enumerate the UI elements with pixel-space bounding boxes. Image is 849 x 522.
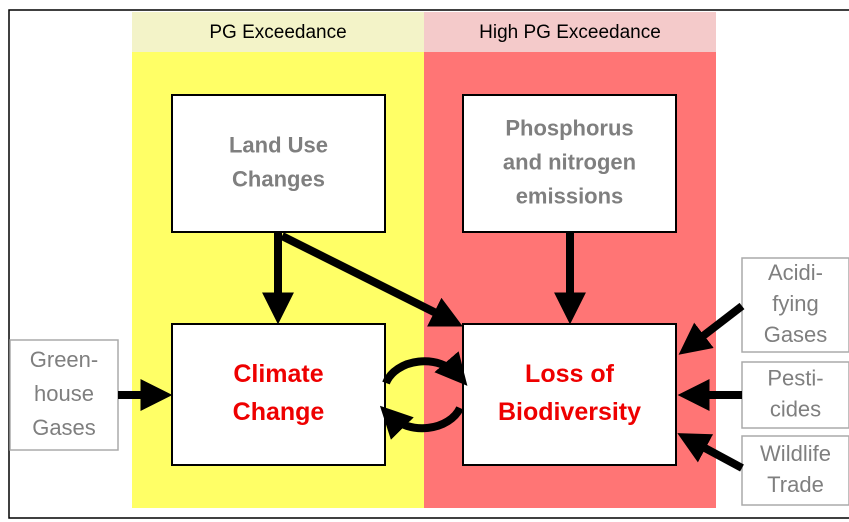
box-label: and nitrogen — [503, 149, 636, 174]
box-label: Land Use — [229, 132, 328, 157]
cycle-arrow — [379, 405, 464, 440]
box — [741, 257, 849, 353]
box-label: Biodiversity — [498, 398, 641, 426]
arrow — [280, 232, 463, 327]
box-label: Loss of — [525, 360, 615, 388]
box-label: Phosphorus — [505, 115, 633, 140]
box-label: Green- — [30, 347, 98, 372]
arrows — [118, 232, 745, 472]
arrow — [677, 433, 744, 472]
red-header — [424, 12, 716, 52]
box-label: house — [34, 381, 94, 406]
box — [741, 435, 849, 506]
cycle-arrow — [382, 351, 468, 386]
box-label: cides — [770, 396, 821, 421]
box-label: Climate — [233, 360, 323, 388]
box — [741, 361, 849, 429]
yellow-header — [132, 12, 424, 52]
box-label: emissions — [516, 183, 624, 208]
box-label: Changes — [232, 166, 325, 191]
box-label: Wildlife — [760, 441, 831, 466]
box — [462, 323, 677, 466]
box — [9, 339, 119, 451]
box — [171, 323, 386, 466]
boxes: Land Use Changes Phosphorus and nitrogen emi… — [9, 94, 849, 506]
box-label: Pesti- — [767, 365, 823, 390]
arrow — [678, 302, 745, 355]
column-label: High PG Exceedance — [479, 22, 661, 43]
box-label: Change — [233, 398, 325, 426]
box-label: Acidi- — [768, 260, 823, 285]
box — [171, 94, 386, 233]
box-label: Gases — [764, 322, 828, 347]
box-label: Trade — [767, 472, 824, 497]
box-label: Gases — [32, 415, 96, 440]
box-label: fying — [772, 291, 818, 316]
column-label: PG Exceedance — [209, 22, 346, 43]
